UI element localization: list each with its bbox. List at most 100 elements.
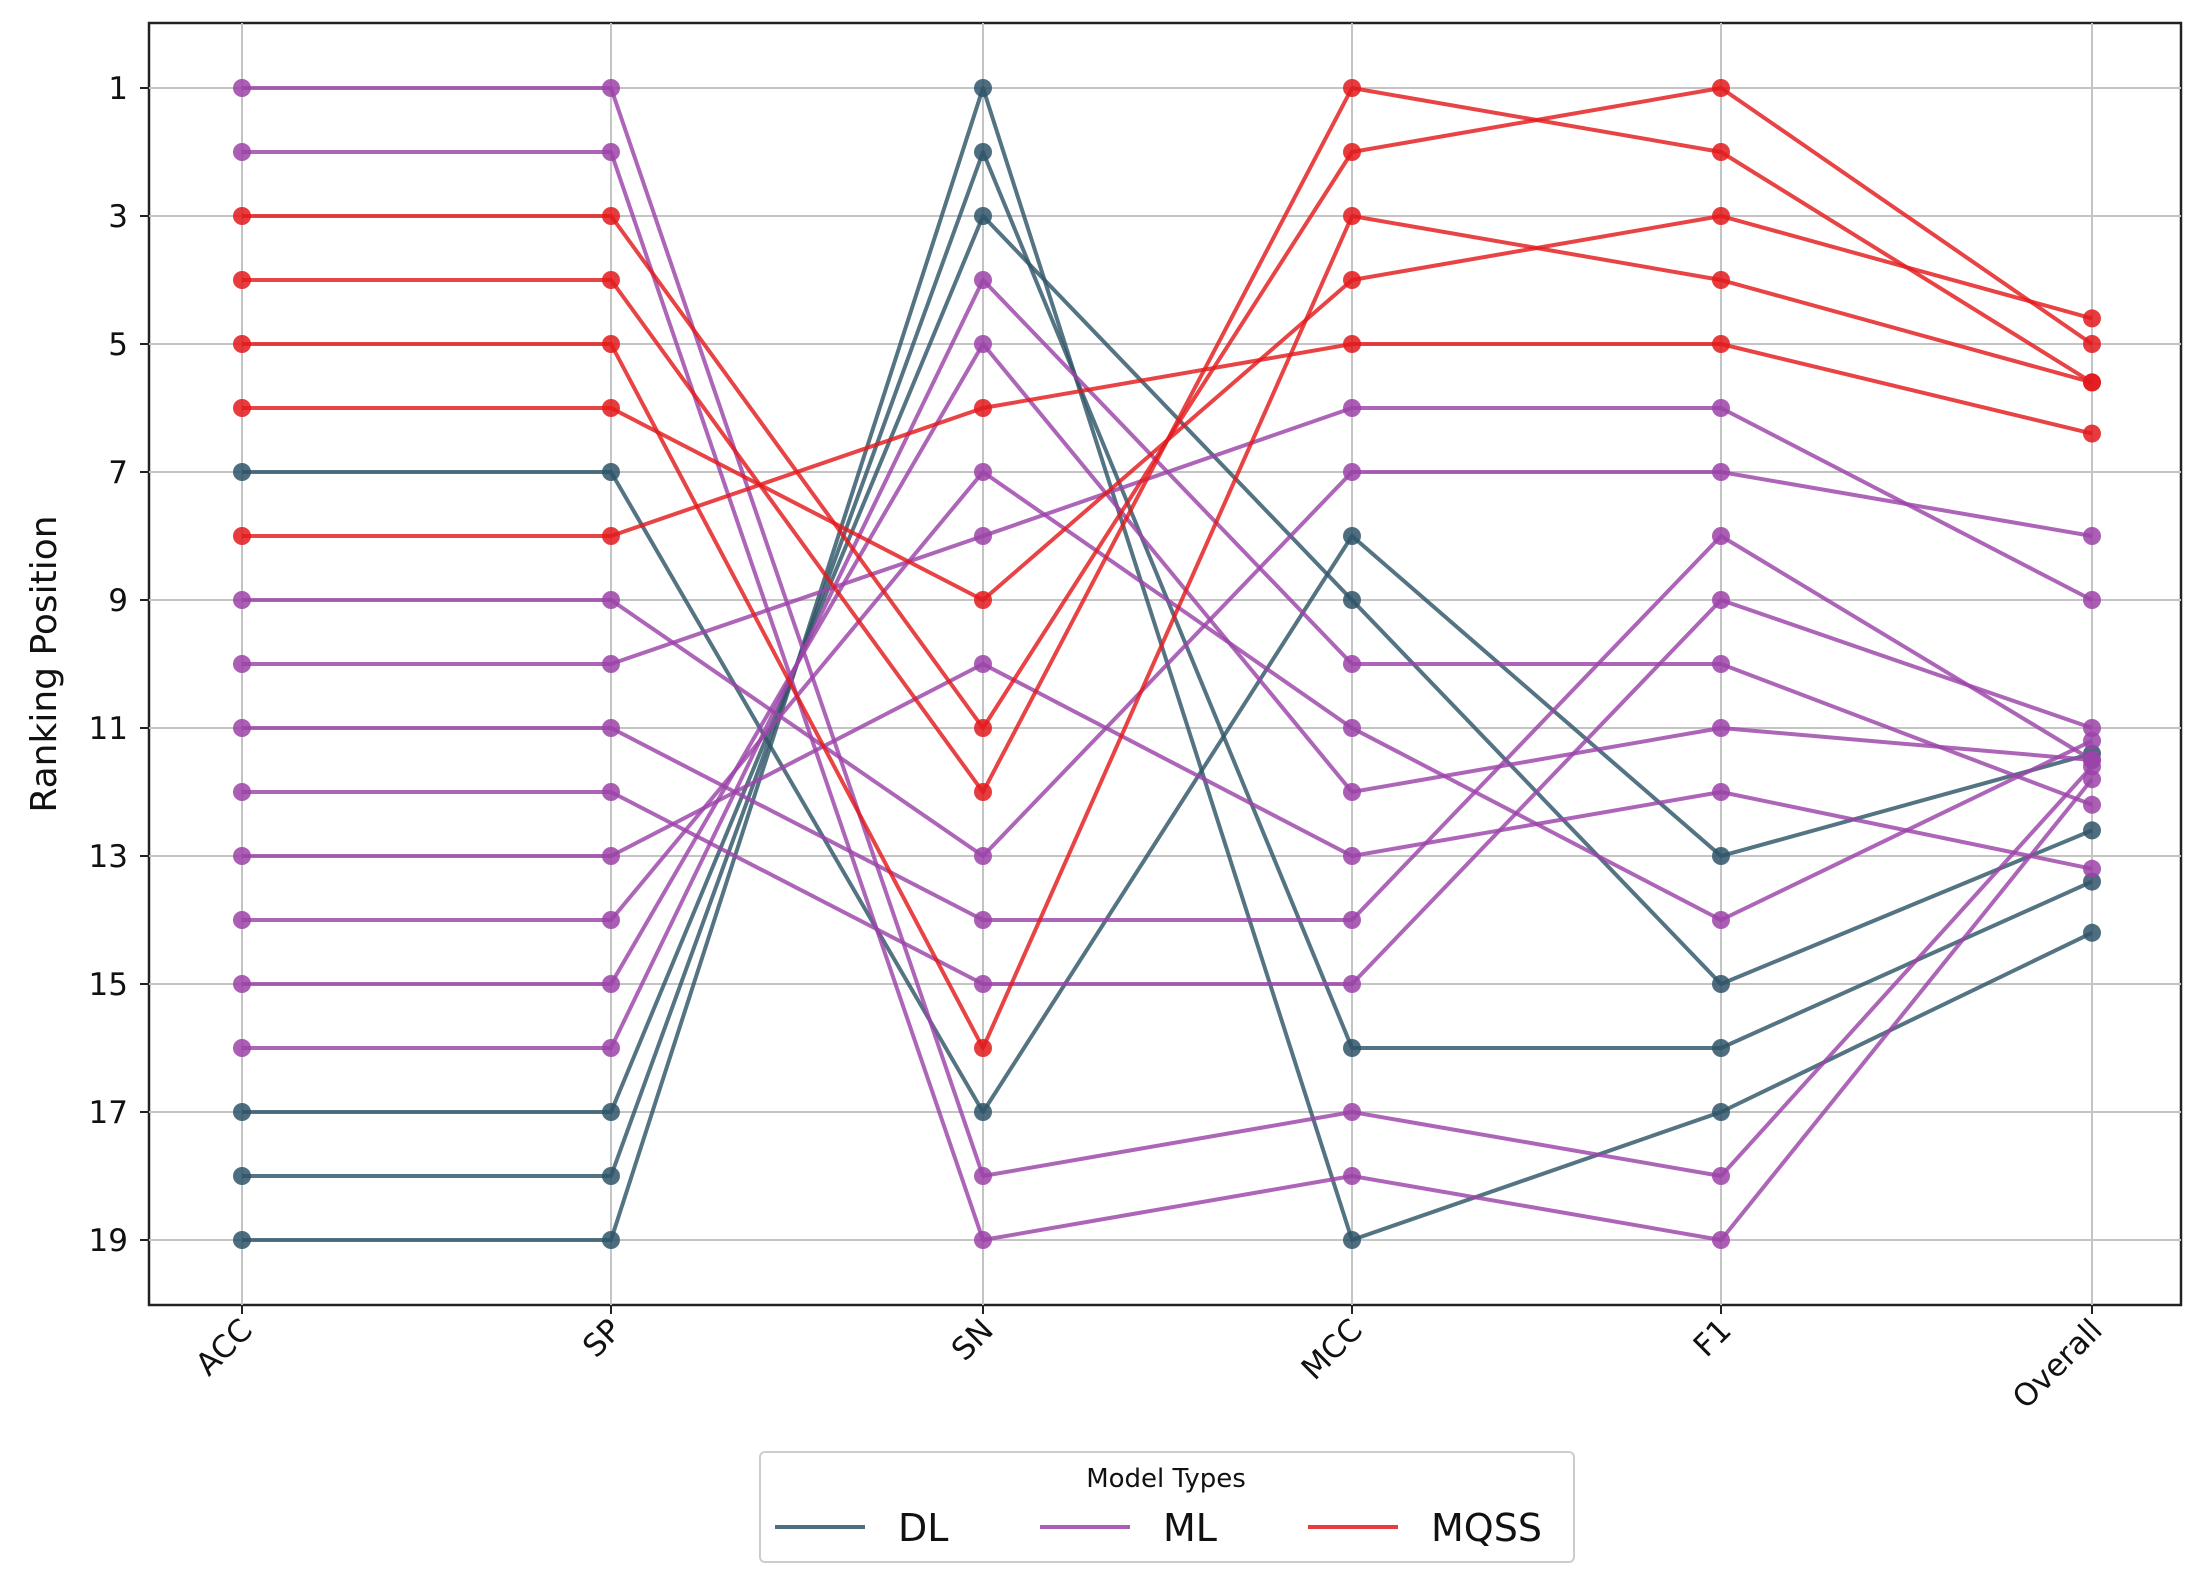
data-point (602, 143, 620, 161)
data-point (1712, 1039, 1730, 1057)
data-point (233, 719, 251, 737)
data-point (1712, 783, 1730, 801)
data-point (1343, 975, 1361, 993)
data-point (2083, 923, 2101, 942)
legend-entries: DL ML MQSS (775, 1506, 1542, 1550)
data-point (602, 1039, 620, 1057)
data-point (1343, 1231, 1361, 1249)
data-point (2083, 872, 2101, 891)
data-point (602, 207, 620, 225)
data-point (1343, 655, 1361, 673)
series-mqss-17 (233, 207, 2101, 609)
data-point (2083, 770, 2101, 789)
data-point (602, 719, 620, 737)
data-point (602, 1167, 620, 1185)
y-tick-label: 3 (108, 199, 128, 235)
data-point (233, 591, 251, 609)
data-point (1343, 207, 1361, 225)
data-point (2083, 309, 2101, 328)
data-point (602, 655, 620, 673)
data-point (1343, 1103, 1361, 1121)
series-line (242, 534, 2094, 922)
data-point (602, 527, 620, 545)
series-ml-11 (233, 463, 2101, 929)
data-point (1712, 847, 1730, 865)
data-point (974, 463, 992, 481)
data-point (602, 335, 620, 353)
data-point (1343, 1167, 1361, 1185)
legend: Model Types DL ML MQSS (759, 1451, 1575, 1563)
data-point (602, 79, 620, 97)
data-point (1343, 79, 1361, 97)
data-point (2083, 751, 2101, 769)
data-point (233, 1039, 251, 1057)
data-point (233, 207, 251, 225)
y-axis-label: Ranking Position (24, 515, 65, 812)
data-point (2083, 424, 2101, 443)
data-point (1343, 911, 1361, 929)
series-ml-9 (233, 591, 2101, 993)
data-point (233, 463, 251, 481)
data-point (974, 335, 992, 353)
data-point (1712, 975, 1730, 993)
x-tick-label-mcc: MCC (1295, 1312, 1370, 1387)
data-point (974, 719, 992, 737)
series-line (242, 214, 2093, 1050)
series-line (242, 470, 2093, 858)
data-point (1712, 463, 1730, 481)
data-point (602, 463, 620, 481)
data-point (1712, 911, 1730, 929)
data-point (2083, 731, 2101, 750)
series-line (242, 150, 2094, 1242)
data-point (602, 975, 620, 993)
legend-label-dl: DL (898, 1506, 948, 1550)
data-point (974, 527, 992, 545)
x-axis-ticks: ACC SP SN MCC F1 Overall (189, 1305, 2110, 1416)
x-tick-label-f1: F1 (1687, 1312, 1739, 1364)
data-point (233, 527, 251, 545)
data-point (2083, 821, 2101, 840)
y-tick-label: 19 (89, 1223, 128, 1259)
y-tick-label: 13 (89, 839, 128, 875)
y-tick-label: 11 (89, 711, 128, 747)
data-point (1343, 399, 1361, 417)
series-lines (233, 79, 2101, 1249)
data-point (233, 911, 251, 929)
data-point (233, 1103, 251, 1121)
data-point (233, 399, 251, 417)
data-point (974, 911, 992, 929)
series-line (242, 214, 2093, 602)
data-point (2083, 335, 2101, 353)
data-point (602, 847, 620, 865)
data-point (1343, 719, 1361, 737)
data-point (974, 783, 992, 801)
data-point (1712, 655, 1730, 673)
data-point (1712, 143, 1730, 161)
data-point (974, 143, 992, 161)
series-line (242, 470, 2093, 922)
data-point (1712, 79, 1730, 97)
data-point (2083, 719, 2101, 737)
y-tick-label: 7 (108, 455, 128, 491)
legend-label-mqss: MQSS (1431, 1506, 1542, 1550)
data-point (1712, 207, 1730, 225)
data-point (233, 79, 251, 97)
data-point (1712, 527, 1730, 545)
series-line (242, 342, 2093, 538)
data-point (2083, 373, 2101, 392)
data-point (1343, 335, 1361, 353)
series-ml-5 (233, 143, 2101, 1249)
series-ml-12 (233, 335, 2101, 993)
data-point (233, 975, 251, 993)
series-line (242, 662, 2093, 871)
data-point (974, 399, 992, 417)
y-tick-label: 9 (108, 583, 128, 619)
series-line (242, 278, 2093, 1050)
data-point (2083, 859, 2101, 878)
y-tick-label: 15 (89, 967, 128, 1003)
data-point (602, 911, 620, 929)
y-tick-label: 17 (89, 1095, 128, 1131)
data-point (233, 783, 251, 801)
